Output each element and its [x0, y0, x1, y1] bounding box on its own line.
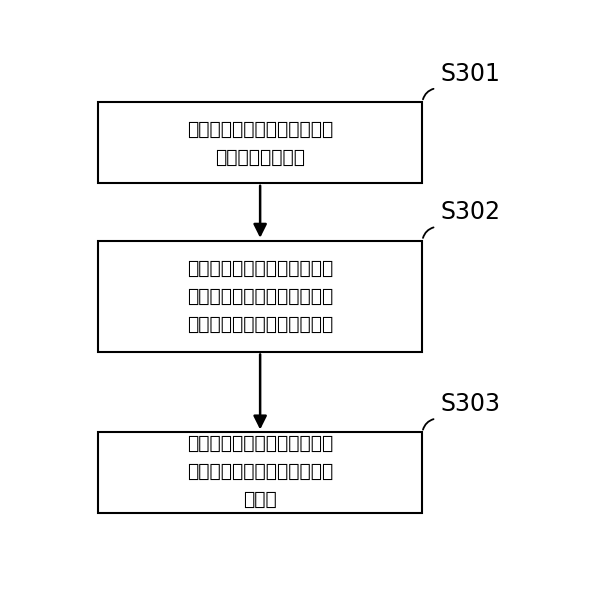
Text: S302: S302 — [441, 200, 501, 224]
FancyBboxPatch shape — [98, 241, 422, 352]
Text: S301: S301 — [441, 62, 501, 86]
FancyBboxPatch shape — [98, 102, 422, 183]
Text: 电源管理单元接收太阳能电池
板输出的电能，控制电能的输
出和分配，并对电能进行输出: 电源管理单元接收太阳能电池 板输出的电能，控制电能的输 出和分配，并对电能进行输… — [187, 259, 333, 334]
Text: 蓄电池单元接收电源管理单元
输出的电能，对电能进行储存
和输出: 蓄电池单元接收电源管理单元 输出的电能，对电能进行储存 和输出 — [187, 434, 333, 509]
Text: S303: S303 — [441, 392, 501, 416]
Text: 太阳能电池板吸收太阳能，将
太阳能转化为电能: 太阳能电池板吸收太阳能，将 太阳能转化为电能 — [187, 120, 333, 167]
FancyBboxPatch shape — [98, 433, 422, 513]
